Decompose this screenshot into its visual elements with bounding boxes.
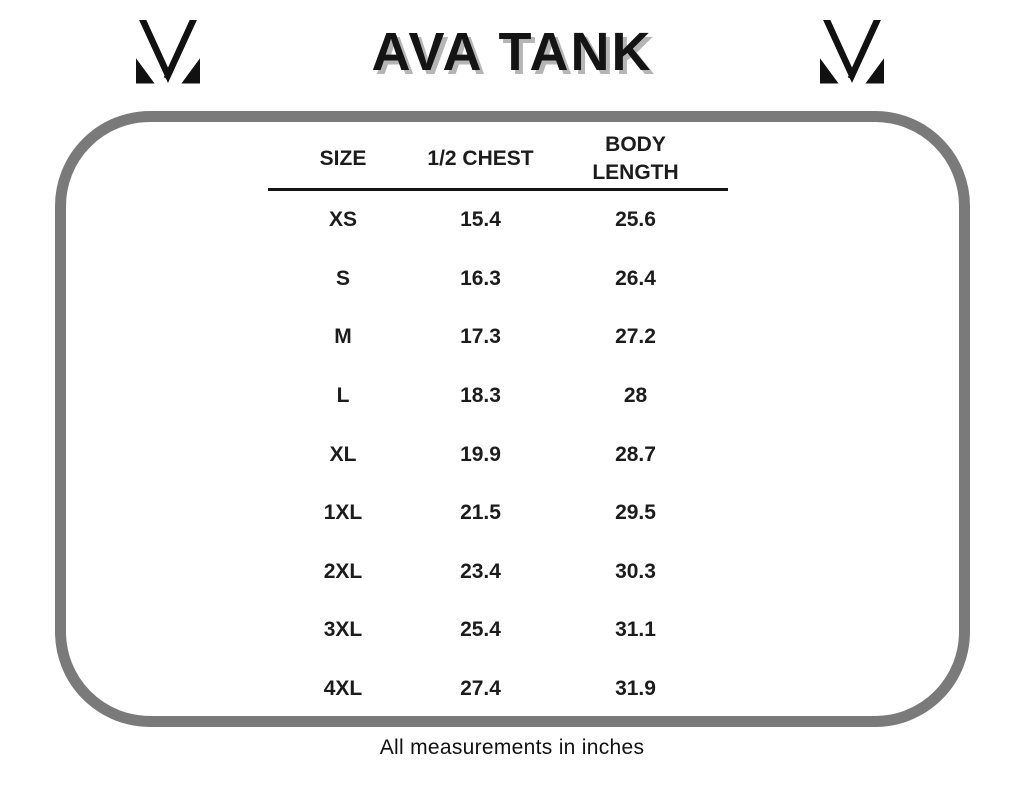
column-header-half-chest: 1/2 CHEST [427, 146, 534, 170]
page-title: AVA TANK [371, 22, 653, 82]
measurement-cell: 31.9 [615, 677, 656, 701]
measurement-cell: 28.7 [615, 442, 656, 466]
measurement-cell: 25.6 [615, 208, 656, 232]
size-chart-border: SIZE 1/2 CHEST BODY LENGTH XS 15.4 25.6 S 16… [55, 111, 970, 727]
size-cell: 4XL [323, 677, 363, 701]
measurement-cell: 27.4 [460, 677, 501, 701]
measurement-cell: 15.4 [460, 208, 501, 232]
table-header-row: SIZE 1/2 CHEST BODY LENGTH [268, 129, 728, 191]
mv-monogram-icon [819, 20, 885, 84]
measurement-cell: 23.4 [460, 559, 501, 583]
size-cell: XL [329, 442, 357, 466]
size-table-body: XS 15.4 25.6 S 16.3 26.4 M 17.3 27.2 L 18.3 28 XL 19.… [268, 191, 728, 718]
measurement-cell: 28 [623, 384, 648, 408]
table-row: S 16.3 26.4 [268, 250, 728, 309]
measurement-cell: 17.3 [460, 325, 501, 349]
measurement-cell: 31.1 [615, 618, 656, 642]
measurement-cell: 27.2 [615, 325, 656, 349]
table-row: L 18.3 28 [268, 367, 728, 426]
measurement-cell: 19.9 [460, 442, 501, 466]
measurement-cell: 26.4 [615, 266, 656, 290]
measurement-cell: 29.5 [615, 501, 656, 525]
column-header-body-length: BODY LENGTH [592, 133, 679, 184]
size-cell: 3XL [323, 618, 363, 642]
size-cell: 1XL [323, 501, 363, 525]
size-table: SIZE 1/2 CHEST BODY LENGTH XS 15.4 25.6 S 16… [268, 129, 728, 718]
measurement-cell: 30.3 [615, 559, 656, 583]
table-row: XS 15.4 25.6 [268, 191, 728, 250]
column-header-size: SIZE [319, 146, 367, 170]
mv-monogram-icon [135, 20, 201, 84]
measurement-cell: 18.3 [460, 384, 501, 408]
measurement-cell: 16.3 [460, 266, 501, 290]
measurements-note: All measurements in inches [379, 736, 645, 759]
measurement-cell: 25.4 [460, 618, 501, 642]
size-cell: M [334, 325, 352, 349]
table-row: 3XL 25.4 31.1 [268, 601, 728, 660]
size-cell: S [335, 266, 350, 290]
size-cell: XS [328, 208, 357, 232]
table-row: 2XL 23.4 30.3 [268, 543, 728, 602]
table-row: XL 19.9 28.7 [268, 425, 728, 484]
table-row: M 17.3 27.2 [268, 308, 728, 367]
measurement-cell: 21.5 [460, 501, 501, 525]
size-cell: L [336, 384, 350, 408]
table-row: 4XL 27.4 31.9 [268, 660, 728, 719]
size-cell: 2XL [323, 559, 363, 583]
table-row: 1XL 21.5 29.5 [268, 484, 728, 543]
